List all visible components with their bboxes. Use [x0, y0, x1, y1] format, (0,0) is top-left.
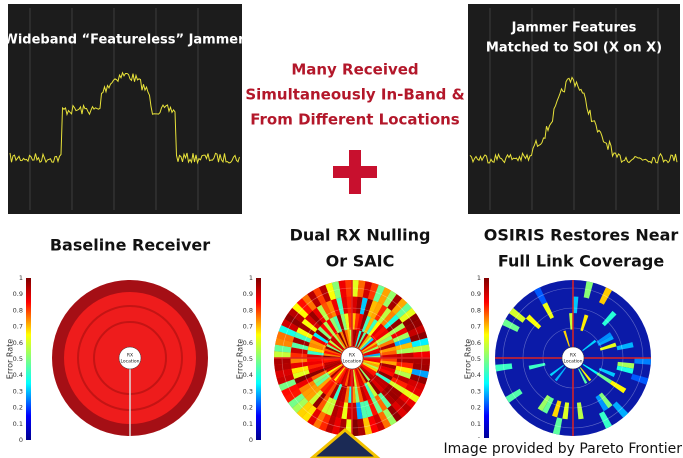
colorbar-tick: 0.7 — [471, 323, 481, 331]
colorbar-tick: 1 — [249, 274, 253, 282]
rx-location-label: RX — [349, 353, 355, 359]
colorbar-tick: 0.1 — [13, 420, 23, 428]
colorbar-tick: 0.8 — [471, 306, 481, 314]
colorbar-label: Error Rate — [464, 339, 473, 379]
panel-title: Baseline Receiver — [50, 236, 210, 255]
center-text: From Different Locations — [250, 111, 460, 129]
figure: Wideband “Featureless” Jammer Jammer Fea… — [0, 0, 683, 458]
center-text: Many Received — [291, 61, 418, 79]
rx-location-label: RX — [570, 353, 576, 359]
colorbar — [484, 278, 489, 440]
colorbar-tick: 0.1 — [243, 420, 253, 428]
colorbar-tick: 0 — [19, 436, 23, 444]
left-title: Wideband “Featureless” Jammer — [3, 33, 245, 48]
credit: Image provided by Pareto Frontier — [444, 441, 683, 457]
colorbar-tick: 0.3 — [13, 387, 23, 395]
colorbar-tick: 0.3 — [471, 387, 481, 395]
rx-location-label: Location — [563, 359, 582, 365]
colorbar-tick: 0.9 — [471, 290, 481, 298]
right-title: Matched to SOI (X on X) — [486, 41, 662, 56]
colorbar-tick: 0.7 — [243, 323, 253, 331]
center-text: Simultaneously In-Band & — [245, 86, 464, 104]
panel-title: Or SAIC — [326, 252, 395, 271]
colorbar-tick: 0.9 — [243, 290, 253, 298]
colorbar — [256, 278, 261, 440]
rx-location-label: RX — [127, 353, 133, 359]
colorbar-tick: 0 — [249, 436, 253, 444]
panel-title: OSIRIS Restores Near — [484, 226, 679, 245]
colorbar-tick: 0.2 — [471, 404, 481, 412]
colorbar-tick: 0.2 — [13, 404, 23, 412]
colorbar-tick: 1 — [477, 274, 481, 282]
colorbar-tick: 0.1 — [471, 420, 481, 428]
panel-title: Full Link Coverage — [498, 252, 665, 271]
rx-location-label: Location — [342, 359, 361, 365]
colorbar-tick: 0.3 — [243, 387, 253, 395]
colorbar-tick: 0.2 — [243, 404, 253, 412]
colorbar-label: Error Rate — [6, 339, 15, 379]
colorbar — [26, 278, 31, 440]
colorbar-tick: 0.8 — [243, 306, 253, 314]
colorbar-tick: 0.9 — [13, 290, 23, 298]
right-title: Jammer Features — [511, 21, 637, 36]
rx-location-label: Location — [120, 359, 139, 365]
colorbar-tick: 0.7 — [13, 323, 23, 331]
colorbar-tick: 0.8 — [13, 306, 23, 314]
colorbar-tick: 1 — [19, 274, 23, 282]
colorbar-label: Error Rate — [236, 339, 245, 379]
panel-title: Dual RX Nulling — [290, 226, 431, 245]
